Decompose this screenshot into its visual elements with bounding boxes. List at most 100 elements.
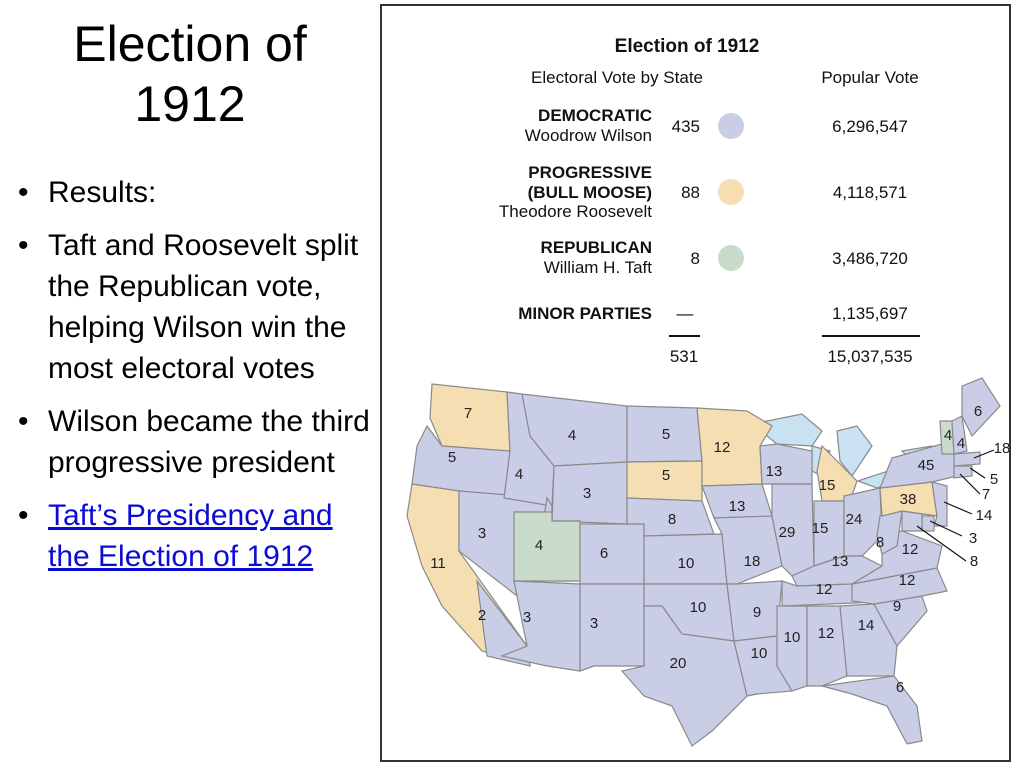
state-label: 14 (858, 617, 875, 634)
state-label: 45 (918, 457, 935, 474)
state-az (499, 580, 581, 672)
state-label: 12 (902, 541, 919, 558)
state-label: 5 (662, 467, 670, 484)
state-ma (953, 451, 981, 467)
state-label: 7 (464, 405, 472, 422)
state-oh (843, 487, 883, 557)
state-label: 4 (535, 537, 543, 554)
state-label: 15 (812, 520, 829, 537)
bullet-text: Results: (48, 176, 157, 209)
state-label: 3 (523, 609, 531, 626)
bullet-item-link: • Taft’s Presidency and the Election of 1… (14, 495, 374, 577)
state-label: 4 (515, 466, 523, 483)
pointer-nj (943, 501, 973, 515)
pointer-md (916, 525, 967, 562)
state-label: 20 (670, 655, 687, 672)
party-democratic: DEMOCRATIC (538, 106, 652, 125)
state-label: 4 (944, 427, 952, 444)
party-republican: REPUBLICAN (541, 238, 652, 257)
bullet-item: • Wilson became the third progressive pre… (14, 401, 374, 483)
state-label: 8 (668, 511, 676, 528)
state-label: 12 (816, 581, 833, 598)
state-ca-south (476, 578, 531, 667)
lake-superior (750, 413, 823, 447)
electoral-progressive: 88 (681, 183, 700, 202)
bullet-list: • Results: • Taft and Roosevelt split the … (14, 172, 374, 589)
state-ms (776, 605, 808, 692)
state-label: 3 (478, 525, 486, 542)
figure-title: Election of 1912 (615, 36, 760, 57)
candidate-wilson: Woodrow Wilson (525, 126, 652, 145)
pointer-ct (959, 473, 981, 495)
state-label: 6 (896, 679, 904, 696)
state-label: 8 (876, 534, 884, 551)
state-label: 4 (568, 427, 576, 444)
state-label: 9 (893, 598, 901, 615)
party-minor: MINOR PARTIES (518, 304, 652, 323)
candidate-roosevelt: Theodore Roosevelt (499, 202, 652, 221)
state-me (961, 377, 1001, 438)
state-labels: 7 5 11 2 4 3 4 3 4 6 3 3 5 5 8 10 10 20 … (430, 403, 1009, 696)
state-label: 11 (430, 555, 446, 572)
bullet-dot-icon: • (18, 176, 29, 209)
state-label: 13 (766, 463, 783, 480)
bullet-text: Wilson became the third progressive pres… (48, 405, 370, 479)
state-co (579, 523, 645, 585)
state-label: 7 (982, 486, 990, 503)
state-nm (579, 583, 645, 672)
state-label: 10 (784, 629, 801, 646)
state-label: 14 (976, 507, 993, 524)
state-wi (759, 443, 813, 485)
electoral-column-header: Electoral Vote by State (531, 68, 703, 87)
popular-minor: 1,135,697 (832, 304, 908, 323)
popular-democratic: 6,296,547 (832, 117, 908, 136)
pointer-ma (973, 449, 995, 459)
election-figure: Election of 1912 Electoral Vote by State… (380, 4, 1011, 762)
state-label: 12 (818, 625, 835, 642)
electoral-republican: 8 (691, 249, 700, 268)
state-label: 2 (478, 607, 486, 624)
bullet-dot-icon: • (18, 405, 29, 438)
state-nh (951, 415, 968, 455)
state-label: 4 (957, 435, 965, 452)
party-progressive-sub: (BULL MOOSE) (528, 183, 652, 202)
pointer-lines (916, 449, 995, 562)
state-al (806, 605, 848, 687)
state-label: 10 (751, 645, 768, 662)
state-label: 13 (729, 498, 746, 515)
state-fl (821, 675, 923, 745)
pointer-ri (969, 467, 986, 479)
electoral-minor: — (677, 304, 694, 323)
popular-column-header: Popular Vote (821, 68, 918, 87)
state-label: 13 (832, 553, 849, 570)
slide-title: Election of 1912 (20, 14, 360, 134)
candidate-taft: William H. Taft (544, 258, 653, 277)
electoral-democratic: 435 (672, 117, 700, 136)
state-label: 18 (744, 553, 761, 570)
state-ct (953, 465, 973, 479)
state-label: 6 (600, 545, 608, 562)
state-ga (839, 603, 898, 677)
state-de (921, 515, 935, 532)
state-label: 15 (819, 477, 836, 494)
state-label: 29 (779, 524, 796, 541)
popular-progressive: 4,118,571 (833, 183, 907, 202)
bullet-item: • Taft and Roosevelt split the Republican… (14, 225, 374, 389)
bullet-dot-icon: • (18, 499, 29, 532)
state-ut (513, 511, 581, 582)
state-label: 3 (969, 530, 977, 547)
state-label: 5 (662, 426, 670, 443)
state-label: 5 (990, 471, 998, 488)
total-popular: 15,037,535 (827, 347, 912, 366)
democratic-swatch-icon (718, 113, 744, 139)
party-progressive: PROGRESSIVE (528, 163, 652, 182)
state-label: 38 (900, 491, 917, 508)
state-tx (620, 605, 748, 747)
state-label: 18 (994, 440, 1009, 457)
progressive-swatch-icon (718, 179, 744, 205)
state-label: 9 (753, 604, 761, 621)
election-1912-link[interactable]: Taft’s Presidency and the Election of 19… (48, 499, 333, 573)
republican-swatch-icon (718, 245, 744, 271)
total-electoral: 531 (670, 347, 698, 366)
state-label: 8 (970, 553, 978, 570)
